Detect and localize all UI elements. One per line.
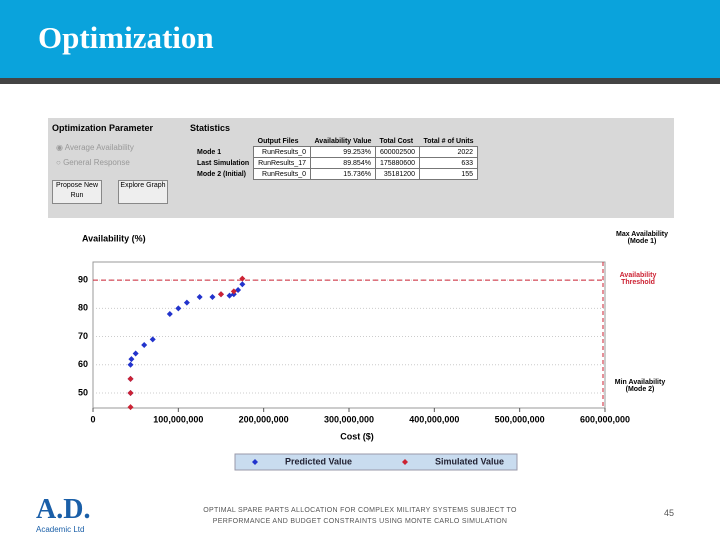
- cell: 15.736%: [310, 168, 376, 180]
- y-tick-label: 70: [78, 331, 88, 341]
- option-label: General Response: [63, 158, 130, 167]
- y-tick-label: 90: [78, 274, 88, 284]
- cell: Mode 1: [197, 148, 222, 156]
- point: [127, 375, 134, 382]
- button[interactable]: Explore Graph: [118, 180, 168, 204]
- footer-text: OPTIMAL SPARE PARTS ALLOCATION FOR COMPL…: [180, 505, 540, 527]
- point: [196, 294, 203, 301]
- point: [230, 288, 237, 295]
- y-tick-label: 50: [78, 387, 88, 397]
- cell: 155: [418, 168, 479, 180]
- column-header: Total Cost: [379, 137, 414, 145]
- column-header: Availability Value: [314, 137, 372, 145]
- x-tick-label: 200,000,000: [239, 414, 289, 424]
- x-tick-label: 500,000,000: [495, 414, 545, 424]
- cell: 633: [418, 157, 479, 169]
- point: [175, 305, 182, 312]
- option[interactable]: ○ General Response: [56, 158, 130, 167]
- page-number: 45: [664, 508, 675, 518]
- y-tick-label: 60: [78, 359, 88, 369]
- point: [239, 281, 246, 288]
- point: [239, 275, 246, 282]
- panel: Optimization Parameter ◉ Average Availab…: [48, 118, 674, 218]
- annotation: Max Availability (Mode 1): [615, 231, 668, 245]
- point: [127, 404, 134, 411]
- legend-label: Simulated Value: [435, 456, 504, 466]
- point: [218, 291, 224, 298]
- legend: [234, 453, 518, 471]
- annotation: Min Availability (Mode 2): [614, 379, 666, 393]
- stats-table: Output Files Availability Value Total Cost…: [193, 136, 479, 180]
- footer-line: PERFORMANCE AND BUDGET CONSTRAINTS USING…: [212, 518, 508, 525]
- point: [183, 299, 190, 306]
- point: [149, 336, 156, 343]
- column-header: Output Files: [257, 137, 299, 145]
- company: Academic Ltd: [36, 525, 85, 534]
- point: [127, 361, 134, 368]
- plot-area: [92, 261, 606, 409]
- option-label: Average Availability: [64, 143, 134, 152]
- x-tick-label: 100,000,000: [153, 414, 203, 424]
- x-axis-title: Cost ($): [340, 431, 374, 441]
- cell: Mode 2 (Initial): [197, 170, 246, 178]
- point: [128, 356, 135, 363]
- annotation: Availability Threshold: [619, 272, 657, 286]
- point: [166, 310, 173, 317]
- cell: 35181200: [374, 168, 420, 180]
- x-tick-label: 600,000,000: [580, 414, 630, 424]
- header-stripe: [0, 78, 720, 84]
- button[interactable]: Propose New Run: [52, 180, 102, 204]
- option[interactable]: ◉ Average Availability: [56, 143, 134, 152]
- x-tick-label: 300,000,000: [324, 414, 374, 424]
- y-tick-label: 80: [78, 303, 88, 313]
- y-axis-title: Availability (%): [82, 233, 146, 243]
- legend-label: Predicted Value: [285, 456, 352, 466]
- panel-title: Optimization Parameter: [52, 123, 154, 133]
- footer-line: OPTIMAL SPARE PARTS ALLOCATION FOR COMPL…: [203, 507, 517, 514]
- header-row: Output Files Availability Value Total Cost…: [193, 136, 478, 147]
- point: [132, 350, 139, 357]
- legend-marker: [252, 459, 258, 465]
- logo: A.D.: [36, 494, 91, 525]
- point: [141, 342, 148, 349]
- point: [127, 390, 134, 397]
- x-tick-label: 0: [90, 414, 95, 424]
- point: [209, 294, 216, 301]
- column-header: Total # of Units: [423, 137, 474, 145]
- row: Mode 2 (Initial) RunResults_0 15.736% 35181…: [193, 168, 479, 180]
- row: Mode 1 RunResults_0 99.253% 600002500 2022: [193, 146, 479, 158]
- slide-title: Optimization: [38, 20, 214, 55]
- cell: Last Simulation: [197, 159, 250, 167]
- cell: 175880600: [374, 157, 420, 169]
- statistics-title: Statistics: [190, 123, 231, 133]
- header-bar: [0, 0, 720, 78]
- legend-marker: [402, 459, 408, 465]
- x-tick-label: 400,000,000: [409, 414, 459, 424]
